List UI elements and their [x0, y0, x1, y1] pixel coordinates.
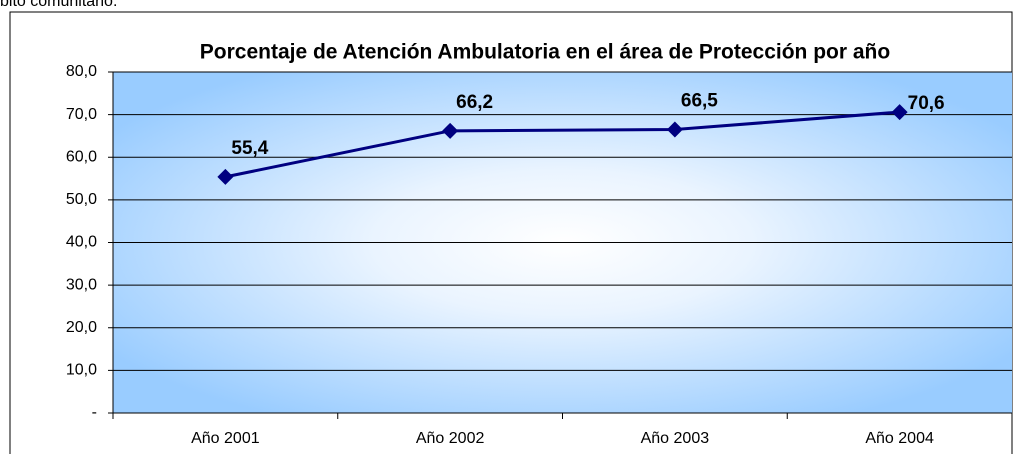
- y-tick-label: 60,0: [66, 148, 97, 165]
- marker: [891, 104, 908, 121]
- data-label: 66,5: [681, 91, 718, 112]
- y-tick-label: 20,0: [66, 319, 97, 336]
- line: [225, 110, 900, 179]
- y-tick-label: 40,0: [66, 234, 97, 251]
- y-tick-label: 10,0: [66, 362, 97, 379]
- y-tick-label: 70,0: [66, 106, 97, 123]
- x-tick-label: Año 2004: [865, 430, 934, 447]
- marker: [442, 122, 459, 139]
- chart-title: Porcentaje de Atención Ambulatoria en el…: [200, 41, 890, 64]
- x-tick-label: Año 2003: [641, 430, 710, 447]
- y-tick-label: -: [92, 404, 97, 421]
- marker: [217, 168, 234, 185]
- x-tick-label: Año 2002: [416, 430, 485, 447]
- x-tick-label: Año 2001: [191, 430, 260, 447]
- y-tick-label: 80,0: [66, 63, 97, 80]
- data-label: 66,2: [456, 92, 493, 113]
- marker: [666, 121, 683, 138]
- data-label: 55,4: [231, 138, 268, 159]
- y-tick-label: 50,0: [66, 191, 97, 208]
- data-label: 70,6: [908, 93, 945, 114]
- y-tick-label: 30,0: [66, 276, 97, 293]
- caption: bito comunitario.: [0, 0, 117, 10]
